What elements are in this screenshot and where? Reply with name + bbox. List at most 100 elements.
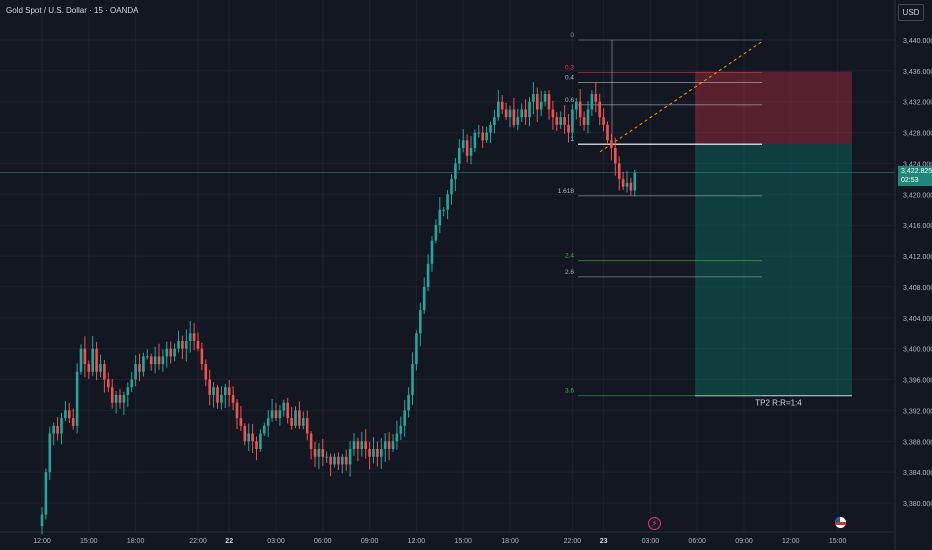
fib-level-label: 0.6 — [565, 97, 574, 104]
candle-body — [481, 132, 484, 141]
candle-body — [196, 340, 200, 349]
us-flag-event-icon[interactable] — [835, 517, 846, 528]
candle-body — [352, 441, 356, 449]
candle-body — [235, 402, 239, 419]
fib-level-label: 3.6 — [565, 388, 574, 395]
candle-body — [126, 387, 130, 395]
candle-body — [376, 448, 379, 457]
candle-body — [578, 101, 582, 118]
candle-body — [56, 425, 59, 434]
candle-body — [48, 433, 52, 473]
candle-body — [305, 418, 309, 434]
candle-body — [477, 132, 481, 134]
candle-body — [372, 448, 375, 457]
candle-body — [610, 140, 613, 149]
candle-body — [87, 364, 91, 372]
candle-body — [212, 387, 215, 395]
candle-body — [321, 448, 325, 457]
candle-body — [465, 140, 469, 156]
time-tick-label: 15:00 — [80, 538, 98, 545]
candle-body — [52, 425, 55, 434]
candle-body — [582, 117, 586, 125]
symbol-title[interactable]: Gold Spot / U.S. Dollar · 15 · OANDA — [6, 6, 139, 15]
candle-body — [302, 418, 305, 426]
time-tick-label: 12:00 — [33, 538, 51, 545]
candle-body — [64, 410, 67, 419]
price-tick-label: 3,384.000 — [903, 470, 932, 477]
candle-body — [103, 364, 106, 380]
candle-body — [426, 263, 430, 287]
candle-body — [255, 441, 258, 449]
candle-body — [216, 387, 219, 403]
candle-body — [344, 456, 348, 465]
candle-body — [368, 448, 371, 457]
candle-body — [532, 94, 535, 102]
candle-body — [629, 182, 633, 191]
candle-body — [294, 410, 297, 426]
candle-body — [40, 514, 44, 527]
currency-button[interactable]: USD — [898, 4, 924, 21]
price-tick-label: 3,436.000 — [903, 69, 932, 76]
candle-body — [161, 356, 165, 365]
candle-body — [633, 172, 637, 191]
candle-body — [625, 182, 629, 187]
candle-body — [485, 132, 488, 141]
candle-body — [192, 333, 196, 341]
candle-body — [290, 418, 293, 426]
tp-label: TP2 R:R=1:4 — [755, 399, 802, 408]
candle-body — [149, 356, 153, 365]
time-tick-label: 03:00 — [267, 538, 285, 545]
candle-body — [239, 418, 243, 426]
candle-body — [251, 433, 254, 442]
price-tick-label: 3,416.000 — [903, 223, 932, 230]
candle-body — [181, 340, 184, 349]
fib-level-label: 0.3 — [565, 64, 574, 71]
candle-body — [270, 410, 274, 419]
fib-level-label: 2.4 — [565, 253, 574, 260]
candle-body — [559, 117, 562, 125]
price-tick-label: 3,424.000 — [903, 161, 932, 168]
candle-body — [165, 348, 169, 357]
candle-body — [411, 364, 414, 395]
take-profit-zone — [695, 144, 852, 396]
candle-body — [337, 456, 340, 465]
price-tick-label: 3,428.000 — [903, 131, 932, 138]
candle-body — [395, 433, 399, 442]
candle-body — [263, 425, 266, 434]
price-tick-label: 3,420.000 — [903, 192, 932, 199]
candle-body — [360, 441, 364, 449]
price-tick-label: 3,404.000 — [903, 316, 932, 323]
candle-body — [403, 410, 406, 426]
candle-body — [539, 101, 543, 110]
candle-body — [204, 364, 208, 380]
candle-body — [567, 124, 570, 133]
candle-body — [60, 418, 63, 434]
candle-body — [356, 441, 360, 449]
candle-body — [469, 148, 473, 156]
candle-body — [473, 132, 477, 149]
flash-event-icon[interactable]: ⚡ — [648, 517, 661, 530]
candle-body — [422, 286, 426, 311]
candle-body — [387, 441, 391, 449]
candle-body — [130, 379, 133, 388]
candle-body — [114, 394, 118, 403]
candle-body — [438, 209, 442, 226]
candle-body — [83, 348, 87, 365]
candle-body — [391, 441, 395, 449]
candle-body — [177, 340, 180, 349]
candle-body — [341, 456, 344, 465]
price-tick-label: 3,412.000 — [903, 254, 932, 261]
candle-body — [543, 94, 547, 102]
candle-body — [333, 456, 336, 465]
candle-body — [512, 109, 516, 125]
candle-body — [325, 456, 328, 458]
candle-body — [586, 109, 590, 125]
candle-body — [220, 394, 223, 403]
candle-body — [430, 240, 434, 264]
candle-body — [594, 94, 598, 102]
candle-body — [138, 364, 141, 372]
candle-body — [99, 364, 102, 372]
candle-body — [91, 348, 94, 372]
candle-body — [563, 117, 566, 125]
